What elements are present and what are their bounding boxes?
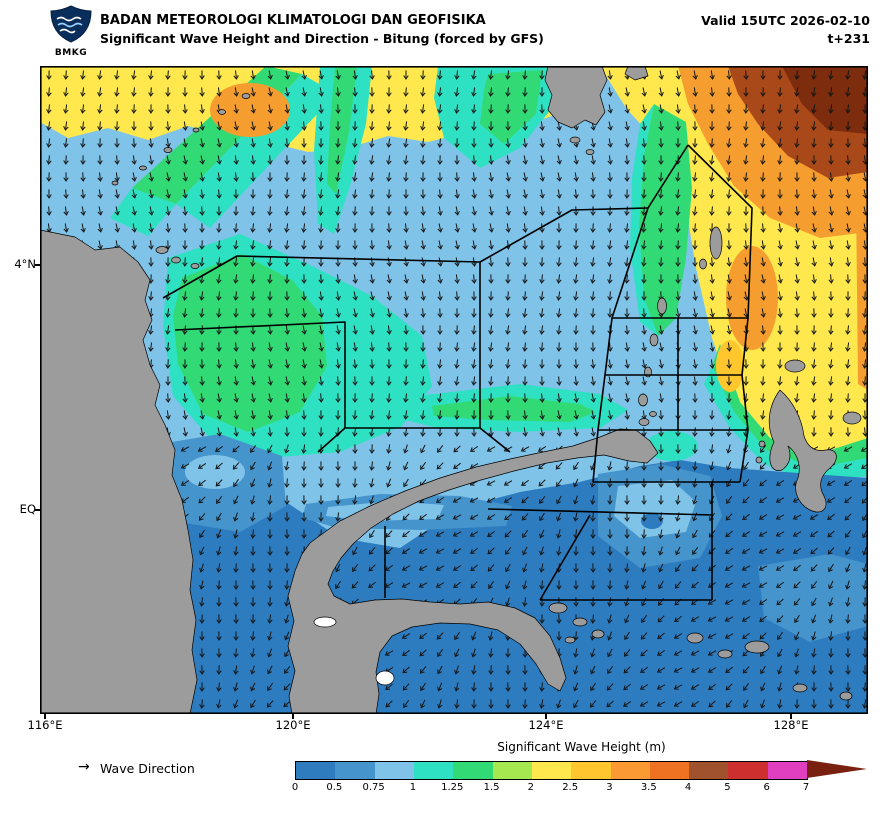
y-axis-tick (35, 264, 40, 266)
colorbar-segment (767, 762, 808, 779)
colorbar-tick: 7 (802, 782, 810, 793)
colorbar-segment (571, 762, 611, 779)
colorbar-tick: 6 (763, 782, 770, 793)
wave-direction-arrow-icon: → (78, 759, 90, 775)
colorbar-tick: 1.25 (441, 782, 464, 793)
lon-label-124e: 124°E (528, 718, 564, 732)
colorbar-tick: 3.5 (640, 782, 657, 793)
bmkg-logo-text: BMKG (54, 48, 88, 58)
colorbar-segment (689, 762, 729, 779)
colorbar-title: Significant Wave Height (m) (497, 740, 666, 754)
colorbar (295, 761, 808, 780)
colorbar-tick: 2.5 (562, 782, 579, 793)
forecast-zone-boundaries (162, 144, 753, 601)
colorbar-tick: 3 (606, 782, 613, 793)
colorbar-tick: 1.5 (483, 782, 500, 793)
colorbar-overflow-arrow (807, 760, 867, 778)
colorbar-tick: 5 (724, 782, 731, 793)
bmkg-logo-icon (50, 5, 92, 43)
lon-label-116e: 116°E (27, 718, 63, 732)
colorbar-segment (374, 762, 414, 779)
colorbar-tick: 0 (291, 782, 299, 793)
colorbar-segment (492, 762, 532, 779)
agency-title: BADAN METEOROLOGI KLIMATOLOGI DAN GEOFIS… (100, 13, 486, 28)
colorbar-tick: 0.5 (326, 782, 343, 793)
colorbar-segment (531, 762, 572, 779)
colorbar-segment (296, 762, 336, 779)
wave-direction-label: Wave Direction (100, 761, 195, 776)
colorbar-tick: 2 (527, 782, 535, 793)
colorbar-segment (610, 762, 650, 779)
map-frame (40, 66, 869, 715)
x-axis-tick (790, 714, 792, 719)
bmkg-logo: BMKG (45, 5, 97, 58)
colorbar-tick: 1 (409, 782, 417, 793)
lat-label-eq: EQ (19, 502, 36, 516)
colorbar-segment (453, 762, 493, 779)
colorbar-tick-labels: 0 0.5 0.75 1 1.25 1.5 2 2.5 3 3.5 4 5 6 7 (291, 782, 810, 796)
map-plot (39, 65, 871, 715)
valid-time: Valid 15UTC 2026-02-10 (701, 13, 870, 28)
map-area (39, 65, 871, 715)
colorbar-segment (335, 762, 375, 779)
colorbar-tick: 4 (684, 782, 692, 793)
forecast-hour: t+231 (827, 31, 870, 46)
lon-label-128e: 128°E (773, 718, 809, 732)
x-axis-tick (44, 714, 46, 719)
colorbar-segment (728, 762, 768, 779)
lat-label-4n: 4°N (14, 257, 36, 271)
land-layer (39, 65, 862, 715)
x-axis-tick (545, 714, 547, 719)
x-axis-tick (292, 714, 294, 719)
colorbar-segment (413, 762, 454, 779)
y-axis-tick (35, 509, 40, 511)
lon-label-120e: 120°E (275, 718, 311, 732)
colorbar-tick: 0.75 (362, 782, 385, 793)
colorbar-segment (649, 762, 690, 779)
product-title: Significant Wave Height and Direction - … (100, 31, 544, 46)
